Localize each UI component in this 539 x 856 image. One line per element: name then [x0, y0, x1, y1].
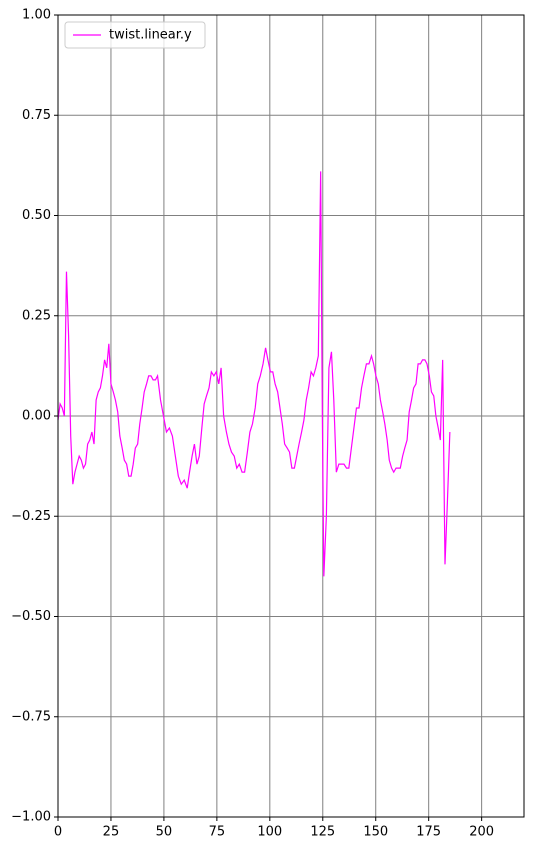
- x-tick-label: 25: [103, 825, 120, 840]
- x-tick-label: 0: [54, 825, 62, 840]
- x-tick-label: 200: [469, 825, 494, 840]
- y-tick-label: −1.00: [11, 810, 51, 825]
- x-tick-label: 75: [209, 825, 226, 840]
- x-tick-label: 150: [363, 825, 388, 840]
- y-tick-label: −0.75: [11, 709, 51, 724]
- data-line: [57, 171, 451, 577]
- x-tick-label: 125: [310, 825, 335, 840]
- y-tick-label: −0.50: [11, 609, 51, 624]
- x-tick-label: 100: [257, 825, 282, 840]
- plot-frame: [57, 14, 525, 818]
- x-tick-label: 50: [156, 825, 173, 840]
- y-tick-label: −0.25: [11, 509, 51, 524]
- y-tick-label: 1.00: [22, 8, 51, 23]
- legend-label: twist.linear.y: [109, 28, 192, 43]
- y-tick-label: 0.50: [22, 208, 51, 223]
- y-tick-label: 0.00: [22, 409, 51, 424]
- legend-box: [64, 21, 206, 49]
- y-tick-label: 0.75: [22, 108, 51, 123]
- x-tick-label: 175: [416, 825, 441, 840]
- y-tick-label: 0.25: [22, 308, 51, 323]
